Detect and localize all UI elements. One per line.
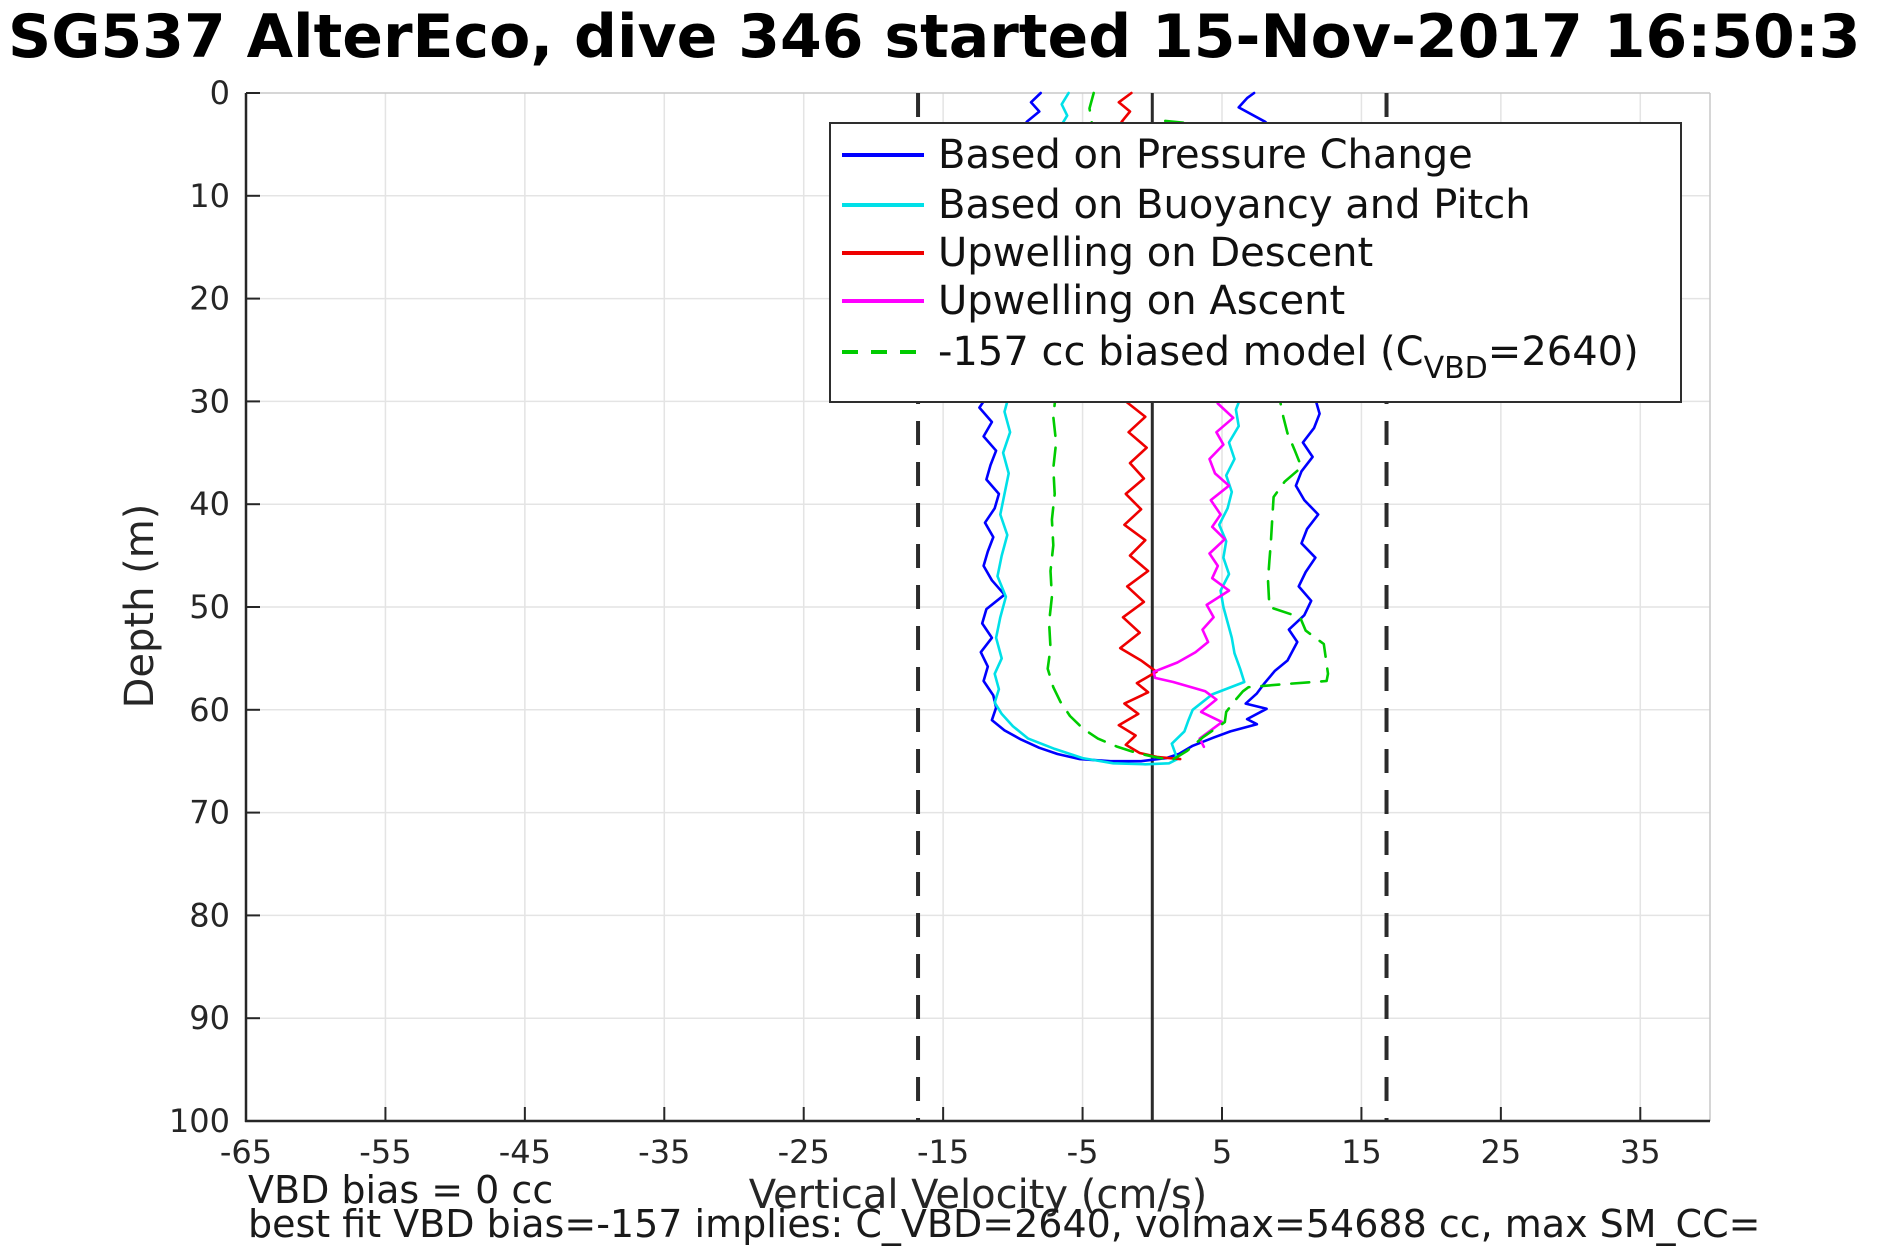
legend-item: Based on Pressure Change bbox=[842, 132, 1473, 178]
x-axis-label: Vertical Velocity (cm/s) bbox=[748, 1172, 1208, 1218]
x-tick-label: -25 bbox=[778, 1133, 830, 1171]
legend-item: -157 cc biased model (CVBD=2640) bbox=[842, 329, 1639, 384]
series-line bbox=[1046, 91, 1330, 762]
y-tick-label: 10 bbox=[189, 177, 230, 215]
best-fit-note: best fit VBD bias=-157 implies: C_VBD=26… bbox=[248, 1202, 1761, 1246]
figure-title: SG537 AlterEco, dive 346 started 15-Nov-… bbox=[8, 2, 1861, 72]
y-tick-label: 80 bbox=[189, 896, 230, 934]
y-tick-label: 70 bbox=[189, 794, 230, 832]
y-tick-label: 0 bbox=[210, 74, 230, 112]
y-tick-label: 40 bbox=[189, 485, 230, 523]
legend-label-suffix: =2640) bbox=[1487, 329, 1639, 375]
legend-line-sample bbox=[842, 203, 924, 207]
legend-line-sample bbox=[842, 350, 924, 354]
y-tick-label: 100 bbox=[169, 1102, 230, 1140]
x-tick-label: -45 bbox=[499, 1133, 551, 1171]
legend-line-sample bbox=[842, 251, 924, 255]
legend-item: Based on Buoyancy and Pitch bbox=[842, 182, 1531, 228]
legend: Based on Pressure Change Based on Buoyan… bbox=[829, 122, 1682, 403]
x-tick-label: -55 bbox=[359, 1133, 411, 1171]
x-tick-label: 35 bbox=[1620, 1133, 1661, 1171]
x-tick-label: -5 bbox=[1067, 1133, 1099, 1171]
vbd-bias-note: VBD bias = 0 cc bbox=[248, 1168, 554, 1212]
legend-item-label: Upwelling on Descent bbox=[938, 230, 1374, 276]
y-tick-label: 30 bbox=[189, 382, 230, 420]
legend-item: Upwelling on Descent bbox=[842, 230, 1373, 276]
legend-item-label: Upwelling on Ascent bbox=[938, 278, 1346, 324]
y-tick-label: 90 bbox=[189, 999, 230, 1037]
x-tick-label: 5 bbox=[1212, 1133, 1232, 1171]
y-tick-label: 20 bbox=[189, 280, 230, 318]
legend-line-sample bbox=[842, 153, 924, 157]
legend-item-label: Based on Buoyancy and Pitch bbox=[938, 182, 1531, 228]
y-tick-label: 50 bbox=[189, 588, 230, 626]
x-tick-label: 25 bbox=[1480, 1133, 1521, 1171]
y-tick-label: 60 bbox=[189, 691, 230, 729]
legend-label-prefix: -157 cc biased model (C bbox=[938, 329, 1424, 375]
x-tick-label: 15 bbox=[1341, 1133, 1382, 1171]
x-tick-label: -35 bbox=[638, 1133, 690, 1171]
x-tick-label: -15 bbox=[917, 1133, 969, 1171]
legend-label-subscript: VBD bbox=[1423, 351, 1488, 386]
legend-line-sample bbox=[842, 299, 924, 303]
legend-item-label: -157 cc biased model (CVBD=2640) bbox=[938, 329, 1639, 384]
x-tick-label: -65 bbox=[220, 1133, 272, 1171]
legend-item: Upwelling on Ascent bbox=[842, 278, 1345, 324]
legend-item-label: Based on Pressure Change bbox=[938, 132, 1473, 178]
